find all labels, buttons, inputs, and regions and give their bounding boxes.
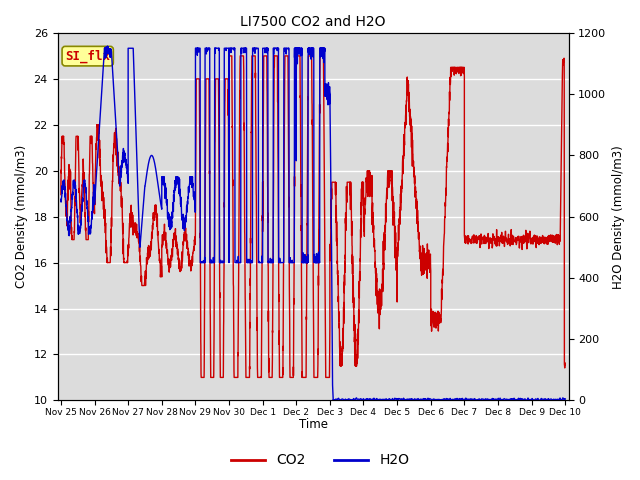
Title: LI7500 CO2 and H2O: LI7500 CO2 and H2O: [240, 15, 386, 29]
Y-axis label: CO2 Density (mmol/m3): CO2 Density (mmol/m3): [15, 145, 28, 288]
X-axis label: Time: Time: [299, 419, 328, 432]
Legend: CO2, H2O: CO2, H2O: [225, 448, 415, 473]
Y-axis label: H2O Density (mmol/m3): H2O Density (mmol/m3): [612, 145, 625, 288]
Text: SI_flx: SI_flx: [65, 49, 110, 63]
